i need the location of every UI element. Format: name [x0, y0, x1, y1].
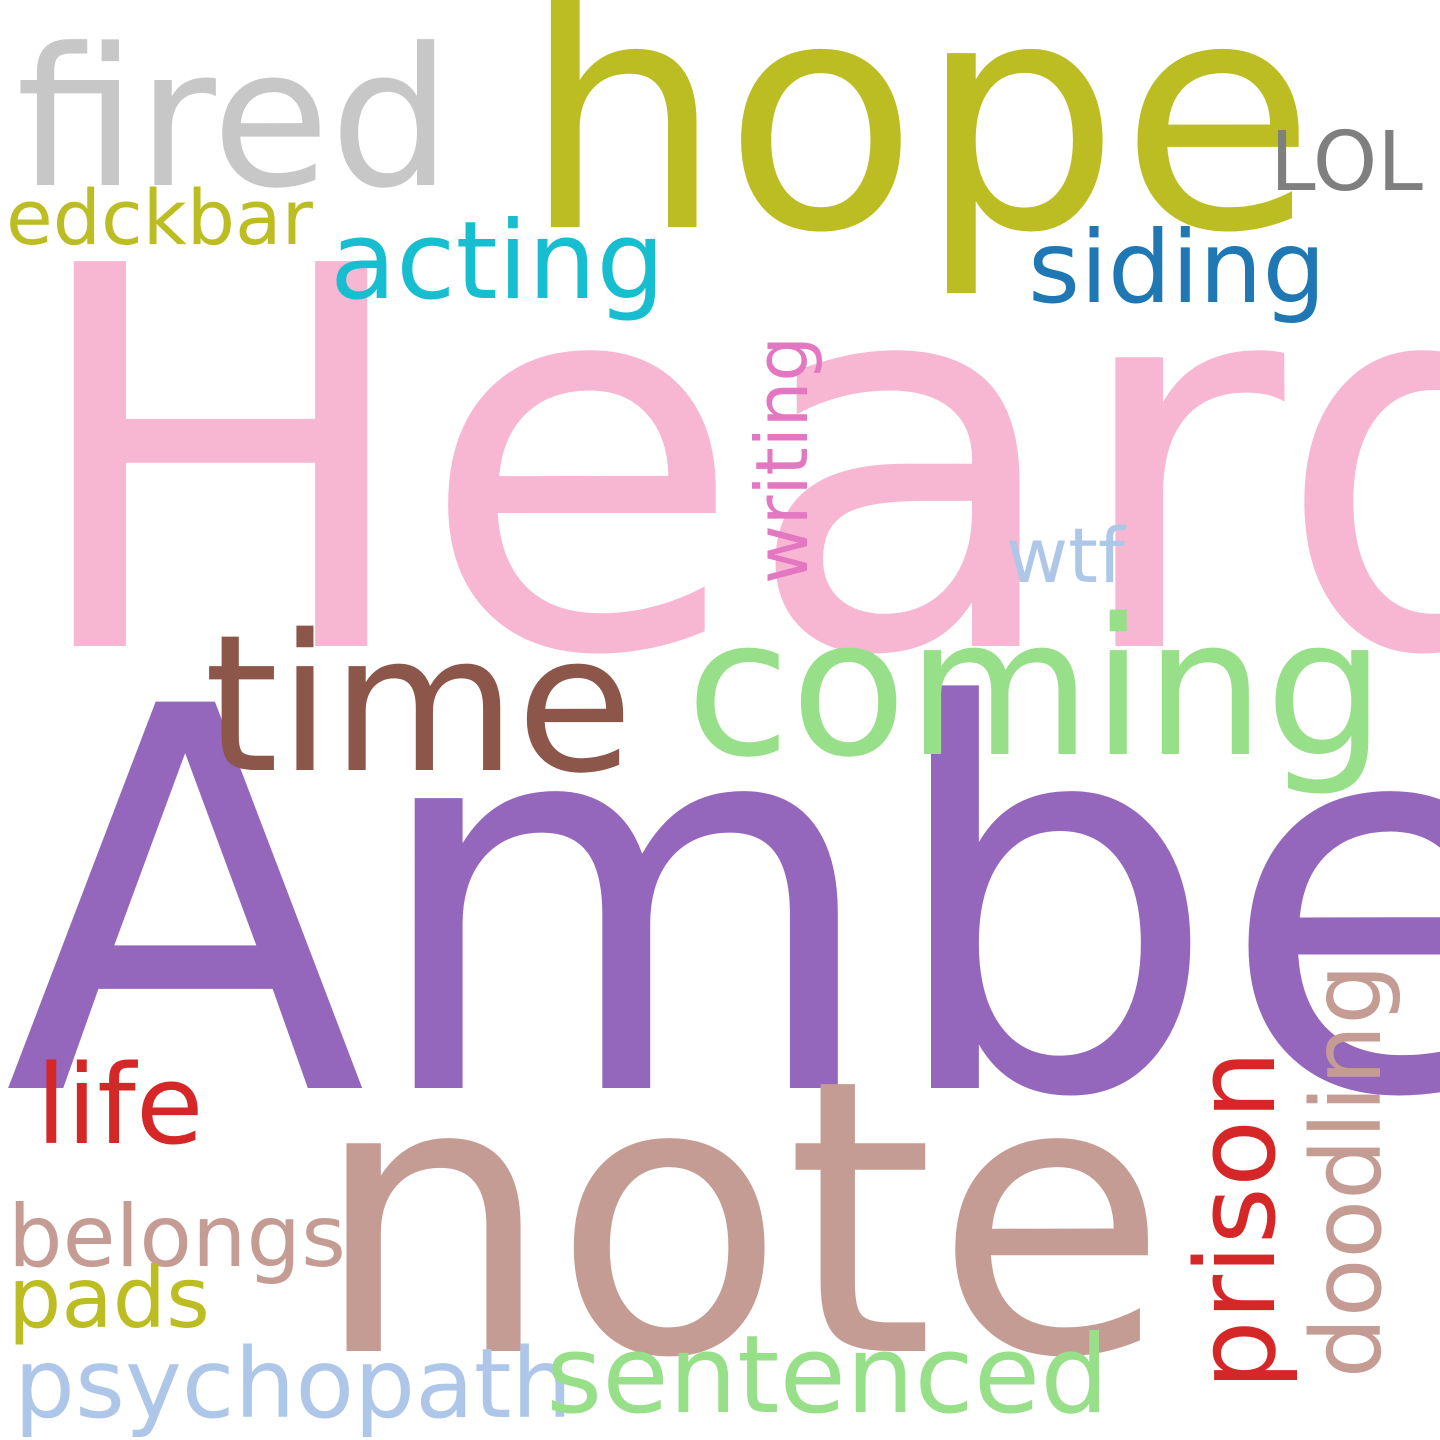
word-fired: fired	[16, 8, 452, 231]
word-hope: hope	[522, 0, 1316, 302]
word-life: life	[36, 1041, 204, 1169]
word-writing: writing	[740, 335, 825, 585]
word-edckbar: edckbar	[6, 173, 313, 262]
word-pads: pads	[8, 1249, 210, 1347]
word-belongs: belongs	[8, 1187, 346, 1287]
word-amber: Amber	[4, 596, 1440, 1213]
word-acting: acting	[330, 199, 665, 324]
word-note: note	[312, 998, 1169, 1440]
word-lol: LOL	[1270, 115, 1423, 210]
word-doodling: doodling	[1291, 963, 1404, 1379]
word-psychopath: psychopath	[14, 1328, 573, 1440]
word-time: time	[204, 594, 634, 815]
word-siding: siding	[1028, 209, 1326, 326]
word-wtf: wtf	[1006, 511, 1125, 600]
word-coming: coming	[686, 578, 1386, 799]
word-heard: Heard	[22, 156, 1440, 771]
word-prison: prison	[1171, 1050, 1300, 1390]
word-sentenced: sentenced	[546, 1313, 1109, 1438]
